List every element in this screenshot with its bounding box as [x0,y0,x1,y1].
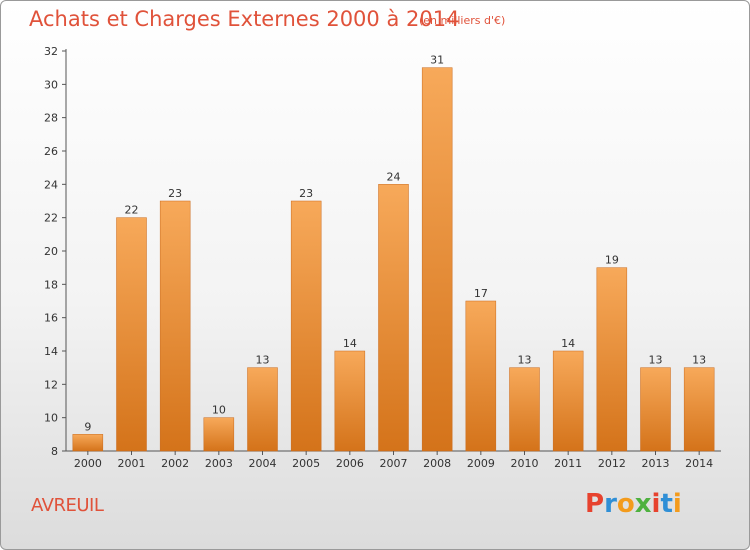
y-tick-label: 26 [44,145,58,158]
data-label-2010: 13 [518,354,532,367]
y-tick-label: 8 [51,445,58,458]
x-tick-label-2004: 2004 [249,457,277,470]
logo-letter: P [585,489,605,519]
logo-letter: i [651,489,661,519]
y-tick-label: 14 [44,345,58,358]
city-name: AVREUIL [31,495,104,516]
x-tick-label-2007: 2007 [380,457,408,470]
bar-2001 [116,217,147,452]
y-tick-label: 20 [44,245,58,258]
x-tick-label-2005: 2005 [292,457,320,470]
data-label-2005: 23 [299,187,313,200]
y-tick-label: 18 [44,278,58,291]
x-tick-label-2000: 2000 [74,457,102,470]
bar-2004 [247,367,278,452]
x-tick-label-2006: 2006 [336,457,364,470]
logo-letter: r [604,489,617,519]
data-label-2011: 14 [561,337,575,350]
y-tick-label: 16 [44,312,58,325]
logo-letter: o [616,489,635,519]
y-tick-label: 30 [44,78,58,91]
y-tick-label: 22 [44,212,58,225]
x-tick-label-2003: 2003 [205,457,233,470]
x-tick-label-2013: 2013 [642,457,670,470]
bar-2014 [683,367,715,452]
x-tick-label-2008: 2008 [423,457,451,470]
x-tick-label-2010: 2010 [511,457,539,470]
y-tick-label: 24 [44,178,58,191]
bar-2012 [596,267,628,452]
bar-2006 [334,350,366,452]
chart-subtitle: (en milliers d'€) [419,14,506,27]
data-label-2008: 31 [430,54,444,67]
data-label-2012: 19 [605,254,619,267]
proxiti-logo[interactable]: Proxiti [585,489,682,519]
y-tick-label: 10 [44,412,58,425]
chart-title: Achats et Charges Externes 2000 à 2014 [29,7,460,31]
x-tick-label-2014: 2014 [685,457,713,470]
bar-2010 [509,367,540,452]
x-tick-label-2009: 2009 [467,457,495,470]
y-tick-label: 12 [44,378,58,391]
bar-2003 [203,417,235,452]
data-label-2006: 14 [343,337,357,350]
x-tick-label-2002: 2002 [161,457,189,470]
bar-2007 [378,184,409,452]
y-tick-label: 28 [44,112,58,125]
x-tick-label-2012: 2012 [598,457,626,470]
data-label-2004: 13 [256,354,270,367]
x-tick-label-2011: 2011 [554,457,582,470]
bar-2013 [640,367,671,452]
data-label-2001: 22 [125,204,139,217]
logo-letter: t [660,489,673,519]
logo-letter: i [672,489,682,519]
y-tick-label: 32 [44,45,58,58]
bar-2009 [465,300,497,452]
bar-2008 [421,67,453,452]
data-label-2009: 17 [474,287,488,300]
bar-2011 [552,350,584,452]
bar-2005 [290,200,322,452]
data-label-2000: 9 [84,420,91,433]
data-label-2003: 10 [212,404,226,417]
x-tick-label-2001: 2001 [118,457,146,470]
bar-2000 [72,434,104,452]
logo-letter: x [634,489,652,519]
data-label-2013: 13 [649,354,663,367]
data-label-2002: 23 [168,187,182,200]
data-label-2014: 13 [692,354,706,367]
bar-2002 [159,200,191,452]
data-label-2007: 24 [387,170,401,183]
